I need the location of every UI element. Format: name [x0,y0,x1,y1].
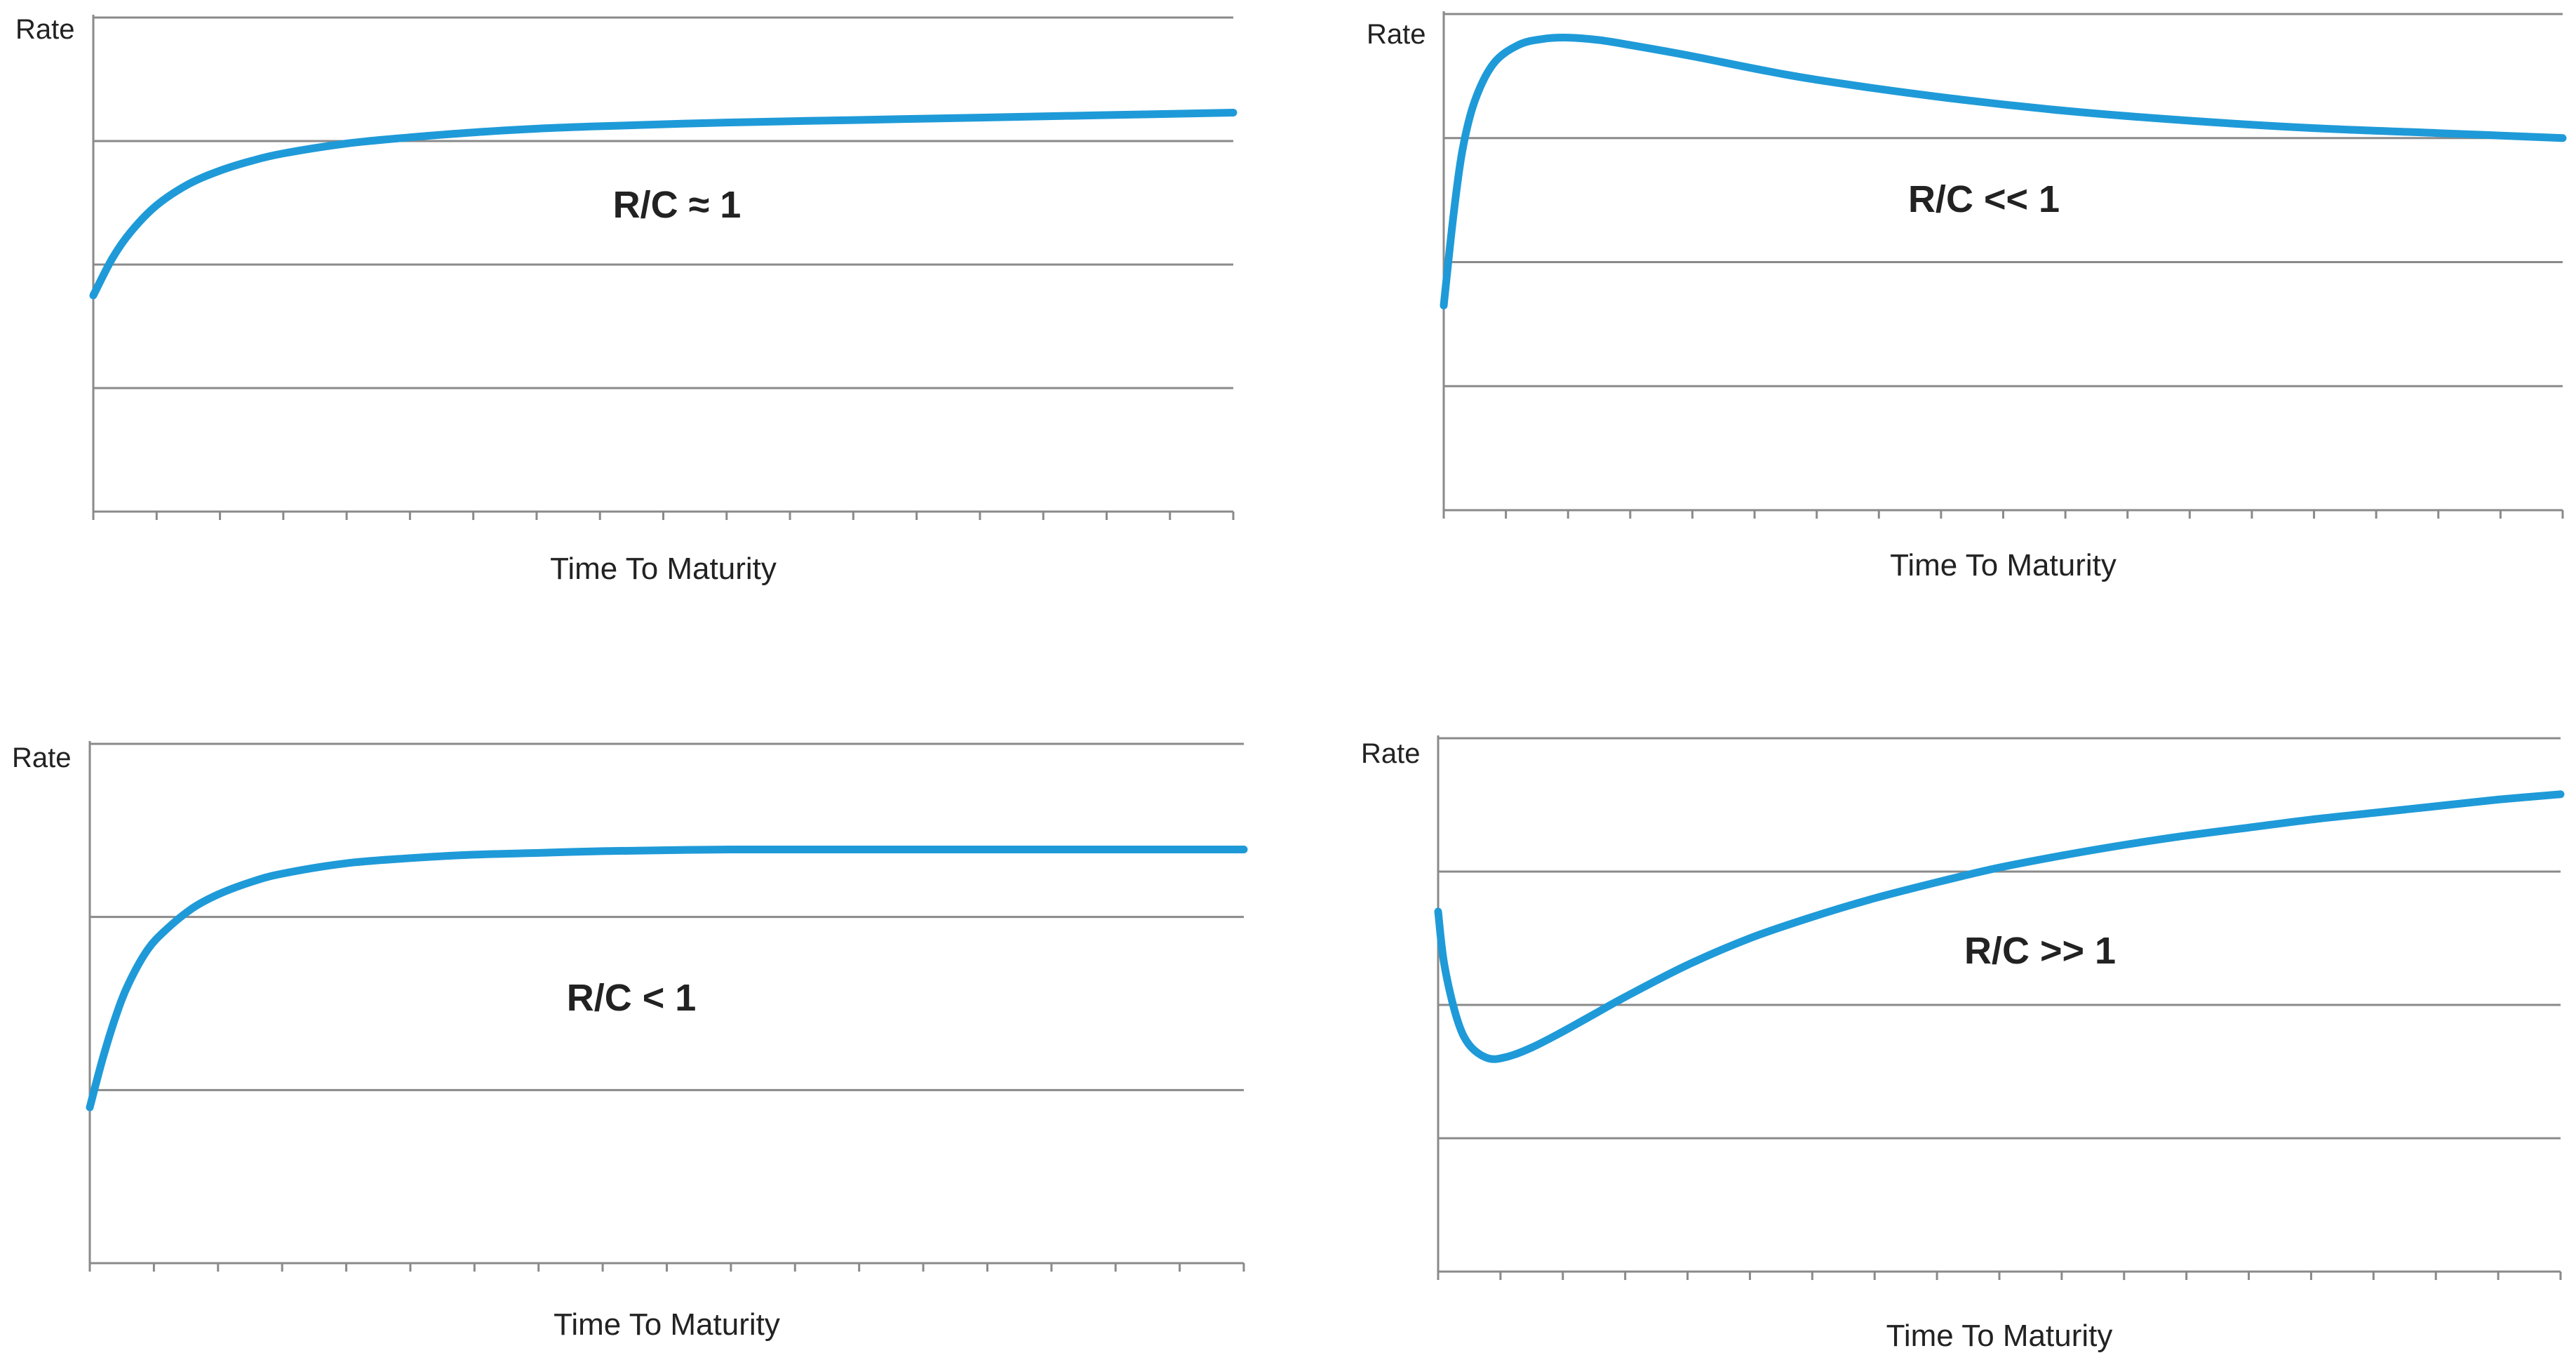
ratio-annotation: R/C < 1 [567,977,697,1019]
ratio-annotation: R/C << 1 [1908,178,2060,220]
rate-curve-line [1440,34,2567,309]
x-axis-label: Time To Maturity [554,1307,780,1342]
x-axis-label: Time To Maturity [550,552,777,586]
x-axis-label: Time To Maturity [1886,1319,2113,1353]
rate-curve-line [86,845,1248,1112]
ratio-annotation: R/C ≈ 1 [613,184,742,226]
y-axis-label: Rate [15,14,75,45]
y-axis-label: Rate [1361,738,1421,769]
x-axis-label: Time To Maturity [1890,548,2117,582]
chart-panel-bottom-right: Rate Time To Maturity R/C >> 1 [1361,735,2565,1353]
chart-panel-top-right: Rate Time To Maturity R/C << 1 [1367,11,2567,582]
chart-panel-bottom-left: Rate Time To Maturity R/C < 1 [12,741,1248,1342]
y-axis-label: Rate [1367,19,1426,50]
chart-panel-top-left: Rate Time To Maturity R/C ≈ 1 [15,14,1237,586]
y-axis-label: Rate [12,742,72,773]
rate-curve-line [1434,790,2565,1063]
ratio-annotation: R/C >> 1 [1964,930,2116,972]
rate-curve-line [89,109,1237,300]
